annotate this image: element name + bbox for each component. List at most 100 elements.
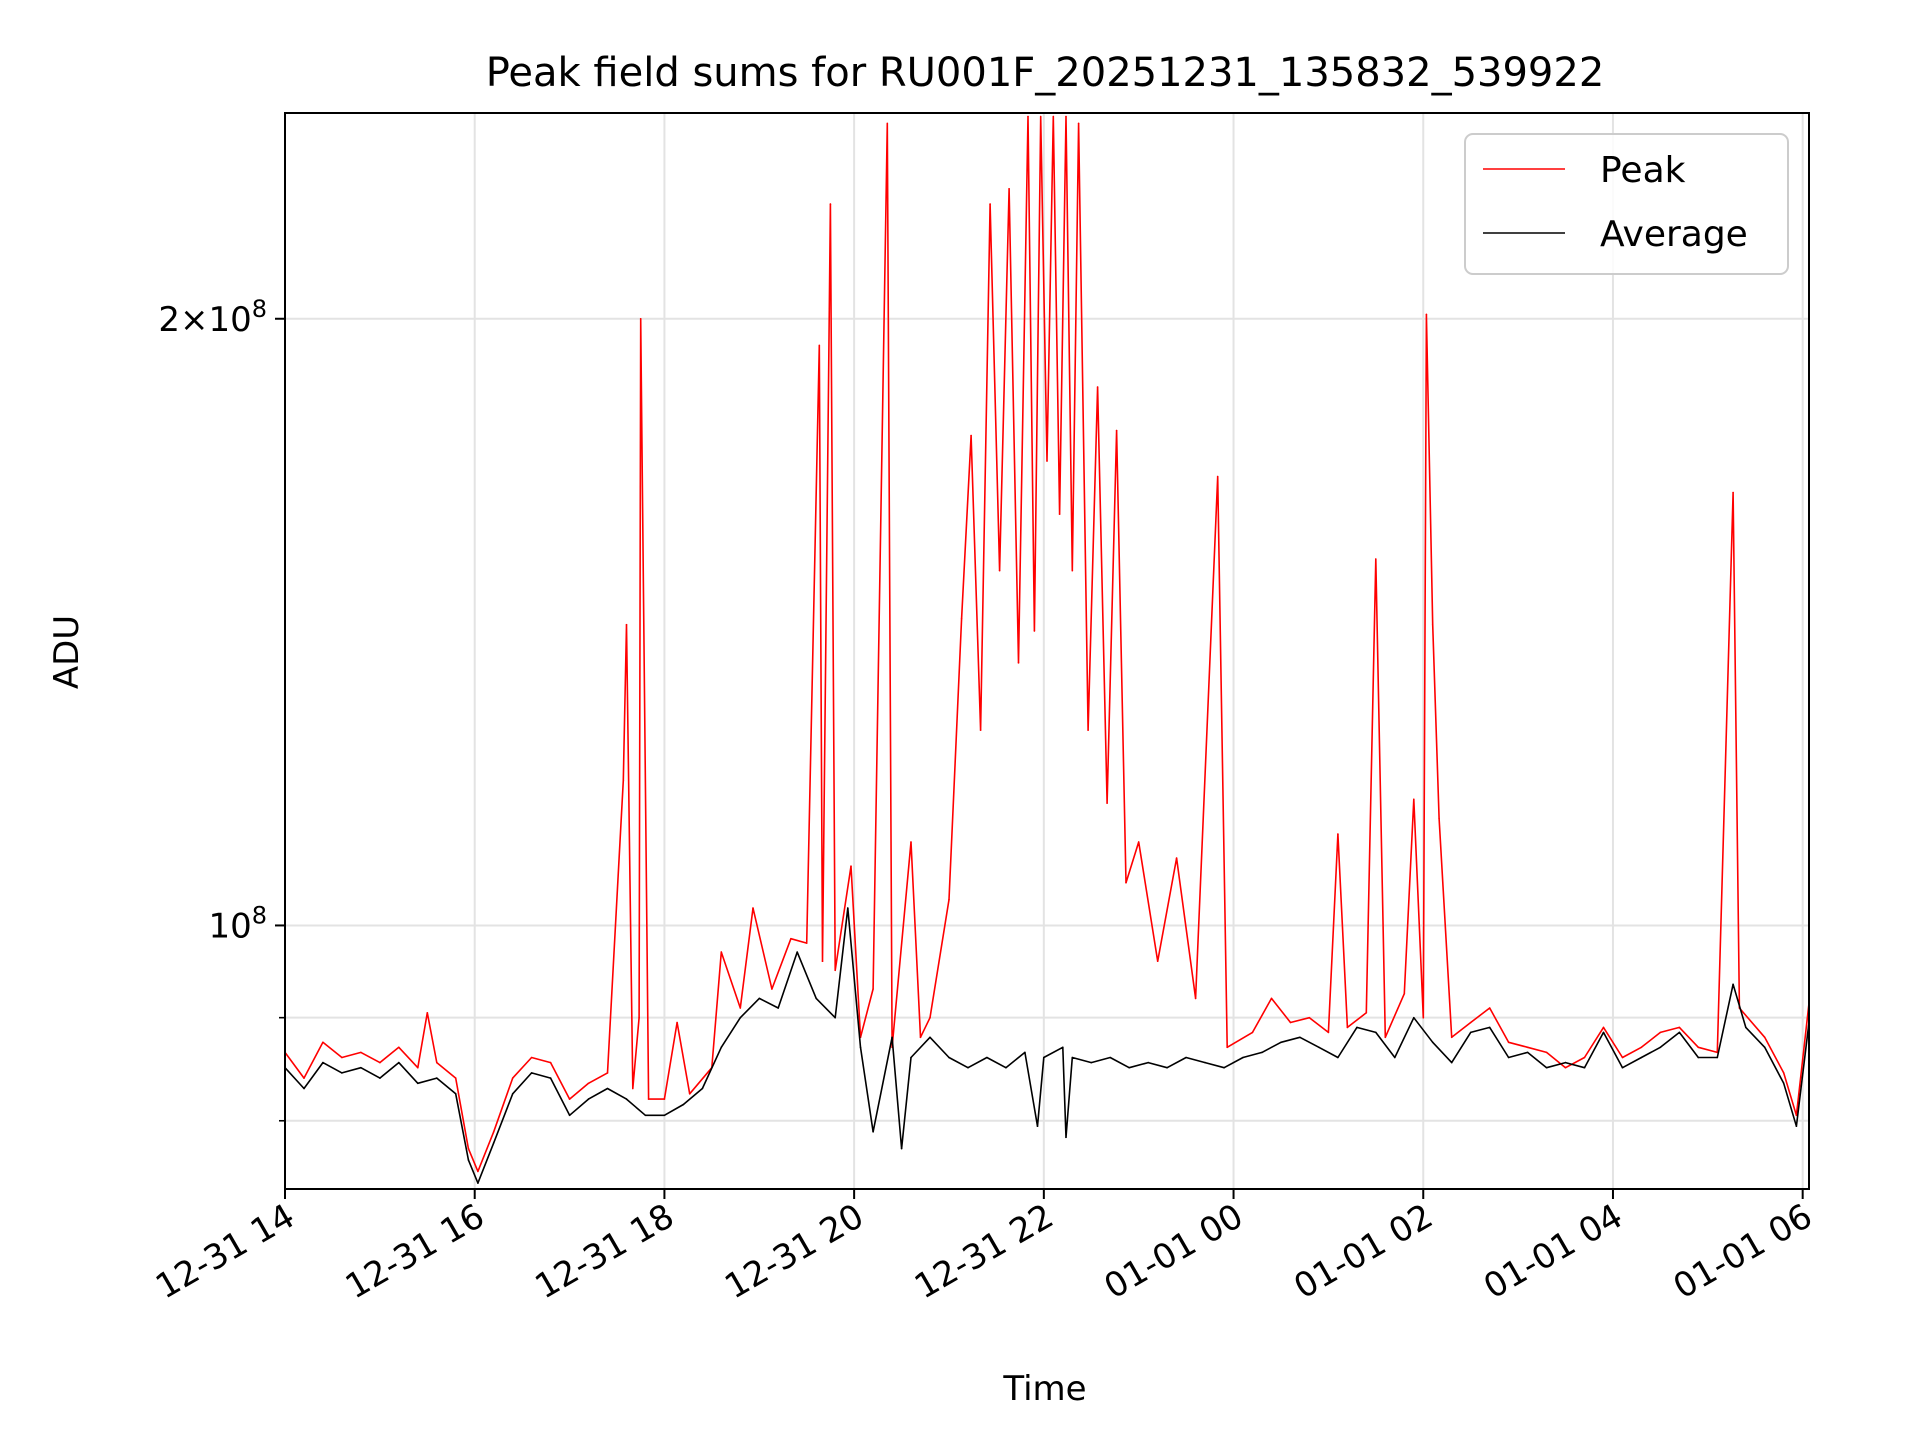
data-point-average xyxy=(1071,1056,1074,1059)
data-point-average xyxy=(644,1114,647,1117)
data-point-average xyxy=(777,1007,779,1009)
data-point-average xyxy=(1005,1066,1007,1069)
data-point-peak xyxy=(638,1016,640,1019)
data-point-average xyxy=(663,1114,666,1117)
data-point-peak xyxy=(1087,729,1089,731)
data-point-peak xyxy=(1008,188,1010,190)
data-point-average xyxy=(720,1046,723,1049)
data-point-peak xyxy=(979,729,982,731)
data-point-average xyxy=(1450,1061,1453,1064)
data-point-average xyxy=(1526,1051,1529,1054)
data-point-average xyxy=(492,1142,495,1144)
data-point-average xyxy=(1621,1066,1624,1069)
data-point-peak xyxy=(720,951,723,953)
data-point-peak xyxy=(1507,1041,1510,1044)
data-point-average xyxy=(436,1077,438,1079)
data-point-average xyxy=(1242,1056,1244,1059)
data-point-peak xyxy=(1033,630,1036,632)
data-point-average xyxy=(454,1093,457,1095)
data-point-average xyxy=(1299,1036,1301,1039)
data-point-peak xyxy=(1337,833,1339,835)
data-point-peak xyxy=(910,841,912,843)
y-tick-label-exponent: 8 xyxy=(252,901,267,929)
data-point-peak xyxy=(1289,1021,1292,1024)
data-point-peak xyxy=(379,1061,381,1064)
data-point-peak xyxy=(850,865,852,867)
data-point-average xyxy=(1795,1125,1798,1127)
data-point-average xyxy=(891,1036,893,1039)
data-point-peak xyxy=(1052,115,1055,118)
data-point-peak xyxy=(1046,460,1048,462)
data-point-peak xyxy=(1782,1072,1785,1074)
data-point-average xyxy=(967,1066,969,1069)
data-point-peak xyxy=(663,1098,666,1100)
data-point-average xyxy=(1564,1061,1567,1064)
data-point-peak xyxy=(606,1072,609,1074)
data-point-peak xyxy=(1564,1066,1567,1069)
data-point-peak xyxy=(322,1041,324,1044)
data-point-peak xyxy=(1226,1046,1228,1049)
data-point-average xyxy=(1128,1066,1130,1069)
data-point-average xyxy=(1583,1066,1586,1069)
legend: Peak Average xyxy=(1464,133,1789,275)
data-point-average xyxy=(929,1036,931,1039)
data-point-peak xyxy=(886,122,889,125)
data-point-peak xyxy=(1413,798,1415,801)
data-point-peak xyxy=(632,1087,634,1090)
data-point-average xyxy=(1697,1056,1700,1059)
data-point-average xyxy=(417,1082,419,1085)
data-point-peak xyxy=(1071,569,1074,572)
data-point-average xyxy=(1545,1066,1548,1069)
data-point-peak xyxy=(477,1170,479,1173)
data-point-average xyxy=(1763,1046,1766,1049)
data-point-peak xyxy=(587,1082,590,1085)
data-point-peak xyxy=(360,1051,362,1054)
data-point-average xyxy=(341,1072,343,1074)
data-point-peak xyxy=(1469,1021,1472,1024)
data-point-peak xyxy=(872,988,874,990)
data-point-peak xyxy=(341,1056,343,1059)
data-point-peak xyxy=(426,1012,429,1014)
data-point-average xyxy=(1147,1061,1149,1064)
data-point-average xyxy=(568,1114,571,1117)
data-point-peak xyxy=(1488,1007,1491,1009)
data-point-average xyxy=(1223,1066,1225,1069)
data-point-peak xyxy=(1058,513,1061,515)
data-point-average xyxy=(1507,1056,1510,1059)
data-point-average xyxy=(796,951,798,953)
data-point-average xyxy=(1280,1041,1282,1044)
data-point-peak xyxy=(1194,997,1197,1000)
data-point-average xyxy=(1469,1031,1472,1034)
data-point-peak xyxy=(834,969,836,972)
data-point-peak xyxy=(622,779,625,782)
data-point-average xyxy=(322,1061,324,1064)
data-point-peak xyxy=(1583,1056,1586,1059)
data-point-average xyxy=(1318,1046,1320,1049)
y-tick-label-base: 10 xyxy=(208,906,251,946)
data-point-average xyxy=(910,1056,912,1059)
data-point-average xyxy=(1782,1082,1785,1085)
y-tick-label: 2×108 xyxy=(158,295,267,340)
data-point-peak xyxy=(568,1098,571,1100)
data-point-average xyxy=(1185,1056,1187,1059)
data-point-peak xyxy=(1065,115,1067,118)
data-point-average xyxy=(834,1016,836,1019)
data-point-peak xyxy=(1545,1051,1548,1054)
data-point-peak xyxy=(1659,1031,1662,1034)
data-point-average xyxy=(701,1087,704,1090)
data-point-peak xyxy=(960,617,963,620)
data-point-average xyxy=(1337,1056,1339,1059)
data-point-peak xyxy=(1077,122,1080,125)
data-point-peak xyxy=(398,1046,400,1049)
data-point-peak xyxy=(1403,992,1406,995)
data-point-average xyxy=(477,1182,479,1184)
plot-area-frame xyxy=(284,112,1810,1190)
y-tick-label: 108 xyxy=(208,901,267,946)
data-point-average xyxy=(815,997,817,1000)
data-point-average xyxy=(511,1093,514,1095)
data-point-peak xyxy=(790,937,792,940)
data-point-average xyxy=(859,1046,862,1049)
data-point-average xyxy=(625,1098,628,1100)
y-tick-label-exponent: 8 xyxy=(252,295,267,323)
